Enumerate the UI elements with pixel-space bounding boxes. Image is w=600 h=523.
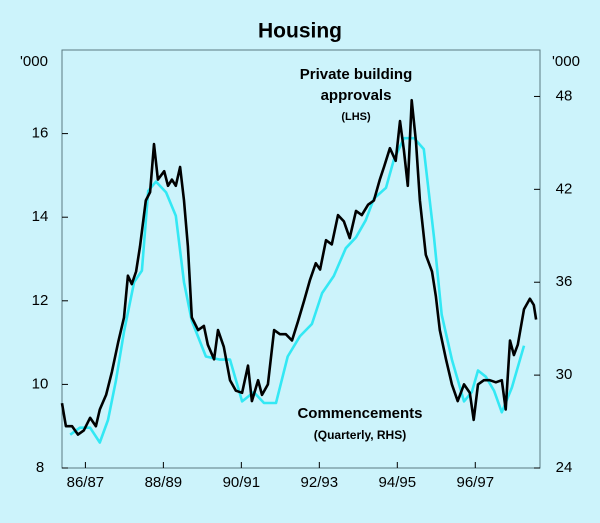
x-tick-label: 90/91	[223, 474, 261, 491]
y2-tick-label: 36	[556, 273, 573, 290]
x-tick-label: 96/97	[457, 474, 495, 491]
y-tick-label: 10	[32, 375, 49, 392]
plot-frame	[61, 49, 541, 469]
x-tick-label: 94/95	[379, 474, 417, 491]
series-line	[69, 136, 526, 444]
y2-tick-label: 24	[556, 459, 573, 476]
y-axis-label: '000	[20, 53, 48, 70]
x-tick-label: 86/87	[67, 474, 105, 491]
y-tick-label: 8	[36, 459, 44, 476]
x-tick-label: 92/93	[301, 474, 339, 491]
chart-title: Housing	[258, 20, 342, 43]
y2-axis-label: '000	[552, 53, 580, 70]
y-tick-label: 16	[32, 125, 49, 142]
y-tick-label: 14	[32, 208, 49, 225]
y-tick-label: 12	[32, 292, 49, 309]
annotation: approvals	[321, 87, 392, 104]
annotation: (Quarterly, RHS)	[314, 428, 406, 442]
annotation: Private building	[300, 66, 413, 83]
series-line	[60, 98, 538, 436]
annotation: Commencements	[297, 405, 422, 422]
y2-tick-label: 42	[556, 180, 573, 197]
x-tick-label: 88/89	[145, 474, 183, 491]
y2-tick-label: 48	[556, 87, 573, 104]
y2-tick-label: 30	[556, 366, 573, 383]
annotation: (LHS)	[341, 111, 371, 123]
